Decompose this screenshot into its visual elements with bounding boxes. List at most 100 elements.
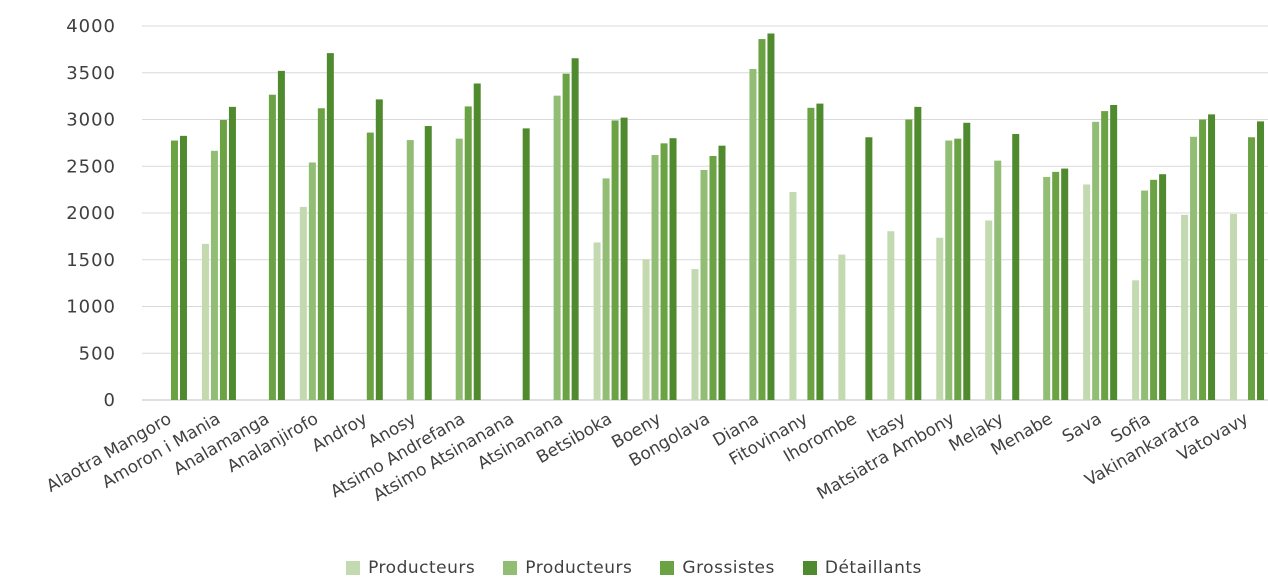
legend-item: Producteurs	[503, 558, 632, 578]
legend-swatch	[660, 561, 675, 575]
legend-swatch	[802, 561, 817, 575]
bar	[317, 108, 325, 400]
bar	[201, 243, 209, 400]
bar	[553, 95, 561, 400]
bar	[838, 254, 846, 400]
legend-item: Producteurs	[346, 558, 475, 578]
legend-swatch	[346, 561, 361, 575]
legend-item: Grossistes	[660, 558, 774, 578]
bar	[326, 53, 334, 401]
x-tick-label: Sava	[1059, 409, 1105, 447]
bar	[807, 107, 815, 400]
bar	[464, 106, 472, 400]
bar	[179, 135, 187, 401]
bar	[789, 191, 797, 400]
y-tick-label: 2000	[66, 203, 116, 224]
bar	[1190, 136, 1198, 401]
bar	[611, 120, 619, 400]
y-tick-label: 1000	[66, 297, 116, 318]
bar	[1199, 119, 1207, 400]
bar	[1181, 214, 1189, 400]
bar	[1248, 137, 1256, 400]
bar	[602, 178, 610, 400]
y-tick-label: 0	[104, 390, 116, 411]
bar	[455, 138, 463, 401]
bar	[642, 259, 650, 400]
bar	[1208, 114, 1216, 401]
bars	[170, 33, 1265, 401]
legend-label: Producteurs	[525, 558, 633, 578]
bar	[308, 162, 316, 400]
bar	[994, 160, 1002, 400]
bar	[366, 132, 374, 400]
bar	[473, 83, 481, 400]
bar	[651, 155, 659, 400]
bar	[593, 242, 601, 400]
y-tick-label: 4000	[66, 16, 116, 37]
bar	[963, 122, 971, 401]
y-tick-label: 2500	[66, 156, 116, 177]
bar	[1012, 133, 1020, 400]
bar	[1083, 184, 1091, 400]
bar	[1110, 105, 1118, 400]
bar	[749, 69, 757, 400]
bar	[268, 94, 276, 400]
bar	[700, 169, 708, 400]
bar	[914, 106, 922, 400]
bar	[945, 140, 953, 400]
bar	[1101, 111, 1109, 401]
bar	[1043, 177, 1051, 400]
bar	[669, 138, 677, 400]
bar	[1092, 121, 1100, 401]
bar	[905, 119, 913, 400]
bar	[816, 103, 824, 400]
bar	[562, 73, 570, 400]
bar	[424, 126, 432, 401]
legend-label: Producteurs	[368, 558, 476, 578]
bar	[1230, 213, 1238, 400]
bar	[887, 231, 895, 400]
bar	[1159, 174, 1167, 400]
bar	[718, 145, 726, 400]
bar	[936, 237, 944, 400]
bar-chart-svg: 0 500 1000 1500 2000 2500 3000 3500 4000 Alaotra…	[43, 16, 1268, 506]
y-tick-label: 3500	[66, 63, 116, 84]
legend-item: Détaillants	[802, 558, 922, 578]
bar	[1052, 171, 1060, 400]
bar	[1150, 179, 1158, 400]
y-axis: 0 500 1000 1500 2000 2500 3000 3500 4000	[66, 16, 116, 411]
bar	[691, 269, 699, 400]
y-tick-label: 1500	[66, 250, 116, 271]
bar	[758, 39, 766, 401]
bar	[406, 140, 414, 400]
bar	[277, 70, 285, 400]
bar	[1132, 280, 1140, 400]
legend-swatch	[503, 561, 518, 575]
bar	[228, 106, 236, 400]
bar	[170, 140, 178, 400]
bar	[954, 138, 962, 401]
bar	[709, 155, 717, 400]
bar	[620, 117, 628, 400]
legend: Producteurs Producteurs Grossistes Détailla…	[0, 558, 1268, 578]
bar	[865, 137, 873, 400]
x-tick-label: Androy	[309, 409, 371, 456]
bar	[219, 119, 227, 400]
bar	[299, 206, 307, 400]
bar	[522, 128, 530, 400]
y-tick-label: 500	[79, 343, 116, 364]
legend-label: Détaillants	[824, 558, 922, 578]
bar	[210, 150, 218, 400]
bar	[1061, 168, 1069, 400]
bar	[375, 99, 383, 401]
bar	[1141, 190, 1149, 400]
legend-label: Grossistes	[682, 558, 775, 578]
bar	[767, 33, 775, 400]
bar	[660, 143, 668, 400]
bar	[1257, 121, 1265, 401]
bar	[985, 220, 993, 400]
y-tick-label: 3000	[66, 110, 116, 131]
bar	[571, 58, 579, 400]
